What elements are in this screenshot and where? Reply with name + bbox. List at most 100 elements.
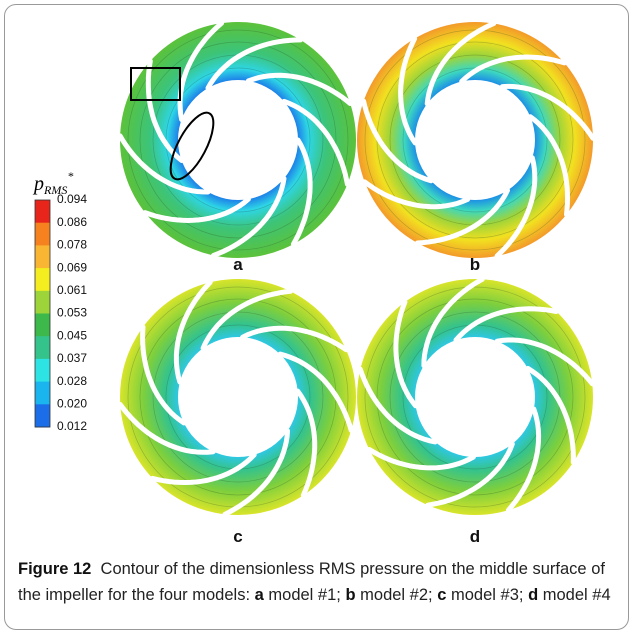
- caption-item-text: model #3;: [451, 586, 524, 604]
- caption-items: a model #1; b model #2; c model #3; d mo…: [250, 586, 611, 604]
- colorbar-segment: [35, 268, 50, 292]
- contour-line: [127, 29, 349, 251]
- blade: [398, 36, 418, 146]
- panel-label: a: [233, 255, 243, 274]
- annotation-ellipse: [169, 111, 215, 181]
- blade: [205, 37, 303, 91]
- caption-item-letter: c: [437, 586, 447, 604]
- blade: [222, 428, 290, 517]
- colorbar-label: 0.028: [57, 374, 87, 388]
- colorbar-segment: [35, 313, 50, 337]
- impeller-hub: [178, 337, 298, 457]
- colorbar-segment: [35, 200, 50, 224]
- caption-item-letter: d: [528, 586, 539, 604]
- colorbar-segment: [35, 381, 50, 405]
- blade: [173, 279, 213, 385]
- blade: [177, 20, 225, 122]
- caption-item-letter: a: [254, 586, 264, 604]
- blade: [362, 179, 470, 210]
- colorbar-border: [34, 199, 51, 428]
- blade: [366, 447, 476, 471]
- blade: [494, 155, 538, 259]
- colorbar-label: 0.094: [57, 192, 87, 206]
- blade: [499, 83, 596, 141]
- colorbar-label: 0.078: [57, 238, 87, 252]
- blade: [245, 72, 353, 106]
- figure: a b c d pRMS* 0.094 0.086 0.078 0.069 0.061 0.05…: [32, 20, 596, 546]
- panel-label: b: [470, 255, 480, 274]
- blade: [117, 133, 211, 195]
- blade: [361, 98, 434, 184]
- blade: [459, 54, 567, 84]
- contour-line: [376, 298, 574, 496]
- contour-line: [364, 286, 586, 508]
- caption-label: Figure 12: [18, 560, 92, 578]
- colorbar-segment: [35, 245, 50, 269]
- blade: [290, 137, 313, 247]
- caption-item-text: model #1;: [268, 586, 341, 604]
- blade: [117, 402, 216, 455]
- annotation-box: [130, 67, 181, 101]
- caption-text: Contour of the dimensionless RMS pressur…: [18, 560, 605, 604]
- blade: [145, 58, 185, 163]
- colorbar: pRMS* 0.094 0.086 0.078 0.069 0.061 0.053 0.04…: [32, 169, 87, 433]
- blade: [277, 351, 354, 433]
- colorbar-title: pRMS*: [32, 169, 73, 197]
- contour-line: [402, 67, 548, 213]
- caption-item-letter: b: [345, 586, 356, 604]
- colorbar-label: 0.037: [57, 351, 87, 365]
- caption-item-text: model #4: [542, 586, 611, 604]
- colorbar-title-sup: *: [67, 169, 73, 183]
- panel-label: d: [470, 527, 480, 546]
- colorbar-segment: [35, 222, 50, 246]
- colorbar-label: 0.045: [57, 328, 87, 342]
- blade: [240, 325, 349, 353]
- colorbar-label: 0.069: [57, 260, 87, 274]
- blade: [421, 276, 485, 369]
- contour-line: [139, 41, 337, 239]
- blade: [142, 196, 251, 224]
- caption: Figure 12 Contour of the dimensionless R…: [18, 556, 618, 608]
- impeller-hub: [415, 80, 535, 200]
- blade: [295, 388, 318, 498]
- blade: [150, 452, 257, 486]
- blade: [505, 406, 542, 513]
- colorbar-segment: [35, 336, 50, 360]
- impeller-hub: [178, 80, 298, 200]
- contour-line: [364, 29, 586, 251]
- contour-line: [152, 311, 324, 483]
- panels: a b c d: [117, 20, 596, 546]
- impeller-panel: a: [117, 20, 356, 274]
- blade: [527, 114, 571, 218]
- blade: [211, 176, 287, 258]
- impeller-hub: [415, 337, 535, 457]
- blade: [200, 288, 293, 351]
- impeller-panel: c: [117, 279, 356, 546]
- blade: [424, 21, 497, 107]
- colorbar-title-sub: RMS: [43, 183, 67, 197]
- blade: [393, 299, 419, 409]
- impeller-panel: b: [357, 21, 596, 274]
- caption-item-text: model #2;: [360, 586, 433, 604]
- blade: [357, 366, 438, 445]
- blade: [494, 337, 595, 387]
- colorbar-segment: [35, 290, 50, 314]
- colorbar-title-main: p: [32, 173, 44, 195]
- blade: [525, 365, 576, 465]
- colorbar-segment: [35, 404, 50, 428]
- colorbar-label: 0.012: [57, 419, 87, 433]
- colorbar-label: 0.053: [57, 306, 87, 320]
- figure-frame: [4, 4, 629, 630]
- colorbar-label: 0.061: [57, 283, 87, 297]
- blade: [140, 324, 187, 426]
- colorbar-label: 0.086: [57, 215, 87, 229]
- contour-line: [389, 311, 561, 483]
- impeller-panel: d: [357, 276, 595, 546]
- panel-label: c: [233, 527, 242, 546]
- blade: [453, 306, 559, 343]
- colorbar-label: 0.020: [57, 396, 87, 410]
- blade: [414, 187, 510, 246]
- blade: [425, 441, 515, 508]
- colorbar-segment: [35, 358, 50, 383]
